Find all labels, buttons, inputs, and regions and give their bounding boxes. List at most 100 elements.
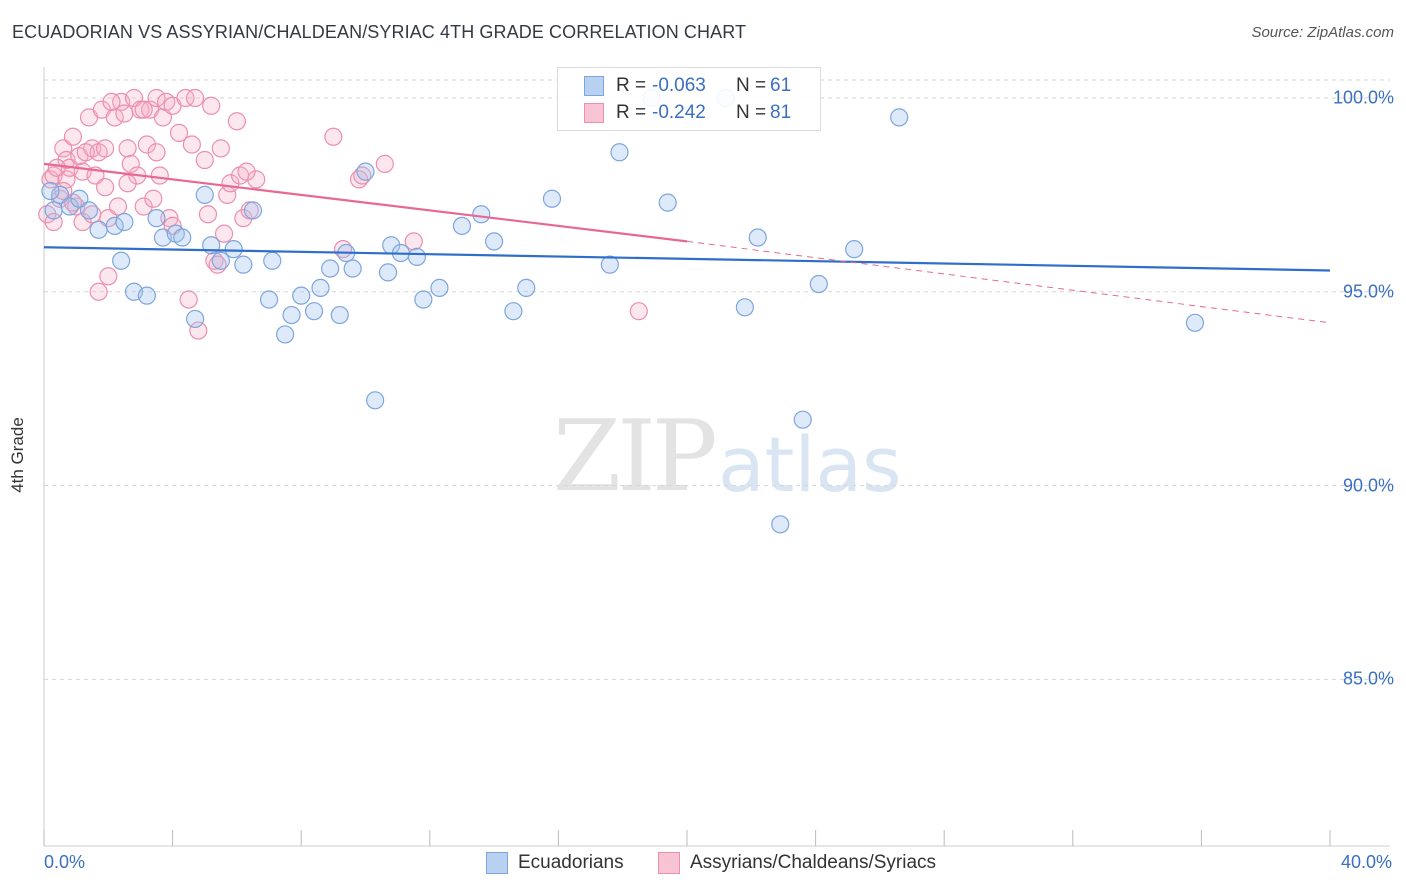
point-assyrians — [176, 88, 195, 108]
legend-swatch-assyrians — [658, 852, 680, 874]
legend-row-ecuadorians: R = -0.063 N = 61 — [558, 72, 791, 100]
point-assyrians — [195, 150, 214, 170]
legend-r-value: -0.063 — [652, 75, 706, 96]
point-assyrians — [105, 108, 124, 127]
point-assyrians — [118, 174, 137, 193]
point-assyrians — [214, 224, 234, 243]
point-assyrians — [375, 154, 394, 173]
point-ecuadorians — [890, 108, 909, 127]
point-ecuadorians — [610, 143, 629, 162]
point-ecuadorians — [292, 286, 311, 305]
point-ecuadorians — [793, 410, 812, 429]
y-axis-label: 4th Grade — [8, 417, 27, 493]
point-assyrians — [108, 197, 128, 216]
point-assyrians — [102, 92, 121, 111]
axes — [43, 67, 1390, 847]
point-ecuadorians — [407, 247, 427, 267]
point-ecuadorians — [366, 391, 385, 410]
legend-n-label: N = — [736, 102, 767, 123]
point-ecuadorians — [112, 251, 131, 270]
point-ecuadorians — [186, 309, 205, 329]
point-assyrians — [202, 96, 221, 115]
point-assyrians — [124, 88, 144, 108]
point-ecuadorians — [321, 259, 340, 278]
point-ecuadorians — [44, 201, 63, 220]
point-ecuadorians — [809, 274, 828, 294]
point-assyrians — [73, 212, 92, 232]
point-ecuadorians — [356, 162, 375, 181]
point-assyrians — [211, 139, 230, 158]
x-tick-label-max: 40.0% — [1340, 852, 1392, 872]
point-ecuadorians — [542, 189, 562, 208]
point-assyrians — [150, 166, 169, 185]
legend-item-ecuadorians[interactable]: Ecuadorians — [486, 852, 624, 874]
correlation-legend: R = -0.063 N = 61 R = -0.242 N = 81 — [557, 67, 821, 131]
point-assyrians — [237, 162, 256, 181]
point-ecuadorians — [115, 212, 134, 232]
point-ecuadorians — [70, 189, 89, 208]
legend-r-label: R = — [616, 75, 647, 96]
point-ecuadorians — [1185, 313, 1205, 332]
y-tick-label: 95.0% — [1342, 281, 1394, 302]
point-ecuadorians — [504, 302, 523, 321]
point-assyrians — [227, 112, 246, 131]
point-assyrians — [147, 143, 166, 162]
legend-item-assyrians[interactable]: Assyrians/Chaldeans/Syriacs — [658, 852, 936, 874]
point-assyrians — [76, 143, 95, 162]
legend-n-value: 81 — [770, 102, 792, 123]
trend-lines — [43, 162, 1331, 324]
point-assyrians — [198, 205, 218, 224]
point-assyrians — [118, 139, 137, 158]
point-assyrians — [186, 88, 205, 108]
legend-swatch-assyrians — [584, 103, 604, 123]
point-ecuadorians — [378, 263, 398, 282]
x-tick-label-min: 0.0% — [44, 852, 86, 872]
trend-line-ecuadorians — [43, 246, 1331, 272]
series-assyrians-points — [38, 88, 648, 340]
point-ecuadorians — [311, 278, 330, 298]
y-tick-label: 100.0% — [1332, 87, 1394, 108]
point-assyrians — [324, 127, 343, 146]
point-ecuadorians — [89, 220, 108, 239]
point-ecuadorians — [224, 240, 243, 259]
point-ecuadorians — [414, 290, 433, 309]
point-assyrians — [144, 189, 163, 208]
point-ecuadorians — [243, 201, 263, 220]
trend-line-assyrians-extension — [686, 240, 1331, 324]
point-assyrians — [47, 158, 66, 177]
point-ecuadorians — [517, 278, 536, 298]
point-ecuadorians — [452, 216, 472, 236]
y-tick-label: 90.0% — [1342, 475, 1394, 496]
point-assyrians — [179, 290, 198, 309]
point-assyrians — [629, 302, 648, 321]
point-assyrians — [169, 123, 189, 142]
legend-row-assyrians: R = -0.242 N = 81 — [558, 99, 791, 127]
legend-n-label: N = — [736, 75, 767, 96]
point-assyrians — [153, 108, 173, 127]
point-assyrians — [121, 154, 140, 173]
point-assyrians — [247, 170, 266, 189]
point-assyrians — [54, 139, 73, 158]
point-assyrians — [182, 135, 201, 154]
point-ecuadorians — [263, 251, 282, 270]
point-ecuadorians — [137, 286, 156, 305]
point-ecuadorians — [600, 255, 619, 274]
point-assyrians — [63, 127, 83, 146]
trend-line-assyrians — [43, 162, 688, 243]
legend-swatch-ecuadorians — [486, 852, 508, 874]
point-assyrians — [89, 282, 108, 301]
point-assyrians — [99, 267, 118, 286]
watermark-atlas: atlas — [718, 420, 902, 509]
point-ecuadorians — [304, 302, 324, 321]
point-assyrians — [134, 197, 153, 216]
point-ecuadorians — [472, 205, 491, 224]
point-ecuadorians — [173, 228, 192, 247]
point-ecuadorians — [195, 185, 214, 204]
point-ecuadorians — [735, 298, 754, 317]
source-label: Source: ZipAtlas.com — [1251, 24, 1394, 41]
point-ecuadorians — [658, 193, 677, 212]
point-assyrians — [57, 170, 76, 189]
watermark-zip: ZIP — [553, 400, 718, 514]
point-ecuadorians — [845, 240, 864, 259]
